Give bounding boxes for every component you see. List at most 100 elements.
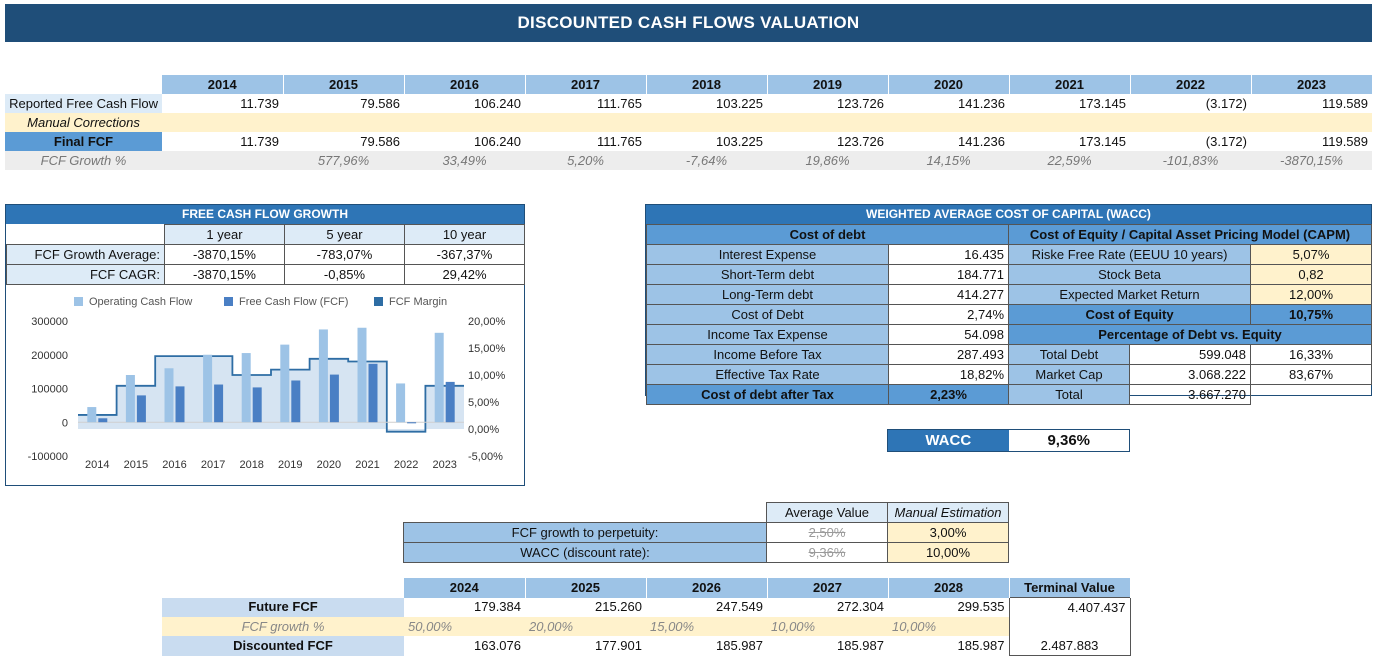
manual-cell[interactable] xyxy=(162,113,283,132)
manual-cell[interactable] xyxy=(283,113,404,132)
manual-corrections-row: Manual Corrections xyxy=(5,113,1372,132)
cell[interactable]: 119.589 xyxy=(1321,133,1368,149)
equity-value[interactable]: 5,07% xyxy=(1250,244,1373,265)
cell[interactable]: 185.987 xyxy=(837,637,884,653)
cell[interactable]: 79.586 xyxy=(360,95,400,111)
cell[interactable]: -3870,15% xyxy=(164,244,285,265)
cell[interactable]: 33,49% xyxy=(404,151,525,170)
year-header: 2023 xyxy=(1251,75,1373,94)
cell[interactable]: 106.240 xyxy=(474,133,521,149)
manual-cell[interactable] xyxy=(767,113,888,132)
cell[interactable]: (3.172) xyxy=(1205,95,1247,111)
debt-label: Income Tax Expense xyxy=(646,324,889,345)
pct-share[interactable]: 16,33% xyxy=(1250,344,1373,365)
cell[interactable]: 10,00% xyxy=(767,617,888,636)
cell[interactable]: 79.586 xyxy=(360,133,400,149)
cell[interactable]: 5,20% xyxy=(525,151,646,170)
year-header: 2020 xyxy=(888,75,1010,94)
cell[interactable]: -3870,15% xyxy=(1251,151,1372,170)
manual-cell[interactable] xyxy=(1251,113,1372,132)
pct-label: Total Debt xyxy=(1008,344,1131,365)
cell[interactable]: 22,59% xyxy=(1009,151,1130,170)
cell[interactable]: 11.739 xyxy=(240,133,279,149)
cell[interactable]: 185.987 xyxy=(716,637,763,653)
cell[interactable]: -3870,15% xyxy=(164,264,285,285)
debt-value[interactable]: 287.493 xyxy=(887,344,1010,365)
debt-value[interactable]: 18,82% xyxy=(887,364,1010,385)
equity-value[interactable]: 0,82 xyxy=(1250,264,1373,285)
manual-cell[interactable] xyxy=(1130,113,1251,132)
cell[interactable]: 141.236 xyxy=(958,133,1005,149)
cell[interactable]: 20,00% xyxy=(525,617,646,636)
manual-cell[interactable] xyxy=(525,113,646,132)
debt-label: Cost of Debt xyxy=(646,304,889,325)
cell[interactable]: -101,83% xyxy=(1130,151,1251,170)
debt-value[interactable]: 184.771 xyxy=(887,264,1010,285)
cell[interactable]: (3.172) xyxy=(1205,133,1247,149)
cell[interactable]: 185.987 xyxy=(957,637,1005,653)
cell[interactable] xyxy=(162,151,283,170)
manual-value[interactable]: 3,00% xyxy=(887,522,1009,543)
cell[interactable]: 141.236 xyxy=(958,95,1005,111)
cell[interactable]: 111.765 xyxy=(596,133,642,149)
debt-value[interactable]: 2,74% xyxy=(887,304,1010,325)
fcf-bar xyxy=(136,395,146,423)
cell[interactable]: 123.726 xyxy=(837,133,884,149)
cell[interactable]: -7,64% xyxy=(646,151,767,170)
pct-share[interactable]: 83,67% xyxy=(1250,364,1373,385)
equity-value[interactable]: 12,00% xyxy=(1250,284,1373,305)
cell[interactable]: 103.225 xyxy=(716,133,763,149)
manual-cell[interactable] xyxy=(404,113,525,132)
cell[interactable]: 103.225 xyxy=(716,95,763,111)
pct-value[interactable]: 599.048 xyxy=(1129,344,1252,365)
cell[interactable]: 50,00% xyxy=(404,617,525,636)
terminal-cell[interactable]: 2.487.883 xyxy=(1008,636,1131,656)
cell[interactable]: 215.260 xyxy=(595,599,642,615)
debt-value[interactable]: 414.277 xyxy=(887,284,1010,305)
pct-value[interactable]: 3.068.222 xyxy=(1129,364,1252,385)
manual-value[interactable]: 10,00% xyxy=(887,542,1009,563)
cell[interactable]: 173.145 xyxy=(1079,133,1126,149)
debt-value[interactable]: 16.435 xyxy=(887,244,1010,265)
cell[interactable]: 111.765 xyxy=(596,95,642,111)
debt-value[interactable]: 54.098 xyxy=(887,324,1010,345)
cell[interactable]: -783,07% xyxy=(284,244,405,265)
manual-cell[interactable] xyxy=(1009,113,1130,132)
cell[interactable]: 19,86% xyxy=(767,151,888,170)
manual-cell[interactable] xyxy=(888,113,1009,132)
fcf-chart[interactable]: Operating Cash Flow Free Cash Flow (FCF) F… xyxy=(6,285,524,485)
debt-after-tax-value[interactable]: 2,23% xyxy=(887,384,1010,405)
cell[interactable]: 29,42% xyxy=(404,264,525,285)
avg-value[interactable]: 2,50% xyxy=(766,522,888,543)
year-header: 2027 xyxy=(767,578,889,598)
cell[interactable]: -367,37% xyxy=(404,244,525,265)
cell[interactable]: 123.726 xyxy=(837,95,884,111)
cell[interactable]: 15,00% xyxy=(646,617,767,636)
x-tick-label: 2017 xyxy=(201,459,225,471)
avg-value[interactable]: 9,36% xyxy=(766,542,888,563)
cell[interactable]: 577,96% xyxy=(283,151,404,170)
cell[interactable]: 272.304 xyxy=(837,599,884,615)
cell[interactable]: 163.076 xyxy=(474,637,521,653)
cell[interactable]: 11.739 xyxy=(240,95,279,111)
cell[interactable]: 177.901 xyxy=(595,637,642,653)
cell[interactable]: 10,00% xyxy=(888,617,1009,636)
cell[interactable]: 173.145 xyxy=(1079,95,1126,111)
cell[interactable]: 14,15% xyxy=(888,151,1009,170)
cost-of-equity-value[interactable]: 10,75% xyxy=(1250,304,1373,325)
cell[interactable]: -0,85% xyxy=(284,264,405,285)
cell[interactable]: 179.384 xyxy=(474,599,521,615)
manual-cell[interactable] xyxy=(646,113,767,132)
x-tick-label: 2021 xyxy=(355,459,379,471)
cell[interactable]: 119.589 xyxy=(1321,95,1368,111)
legend-swatch xyxy=(374,297,383,306)
cell[interactable]: 106.240 xyxy=(474,95,521,111)
cell[interactable]: 247.549 xyxy=(716,599,763,615)
cell[interactable]: 299.535 xyxy=(957,599,1005,615)
ocf-bar xyxy=(280,344,290,423)
legend-label: Operating Cash Flow xyxy=(89,296,192,308)
assumption-label: FCF growth to perpetuity: xyxy=(403,522,767,543)
pct-value[interactable]: 3.667.270 xyxy=(1129,384,1252,405)
wacc-result-value[interactable]: 9,36% xyxy=(1008,430,1129,451)
terminal-cell[interactable]: 4.407.437 xyxy=(1008,597,1131,617)
